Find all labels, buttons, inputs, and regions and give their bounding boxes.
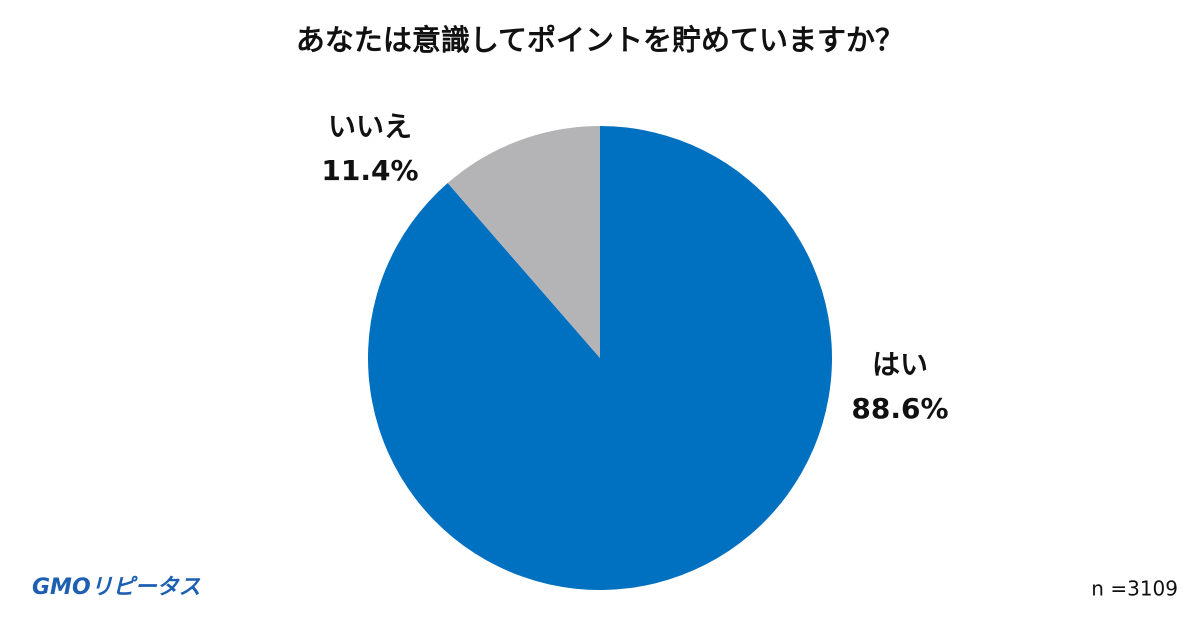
- logo: GMOリピータス: [32, 575, 201, 600]
- chart-title: あなたは意識してポイントを貯めていますか？: [296, 23, 904, 57]
- slice-value-label: 88.6%: [851, 392, 948, 425]
- slice-label: いいえ: [328, 110, 412, 143]
- sample-size-note: n =3109: [1091, 577, 1178, 601]
- pie-slice: [368, 126, 833, 590]
- slice-label: はい: [872, 348, 928, 381]
- slice-value-label: 11.4%: [321, 154, 418, 187]
- pie-slice: [447, 126, 600, 358]
